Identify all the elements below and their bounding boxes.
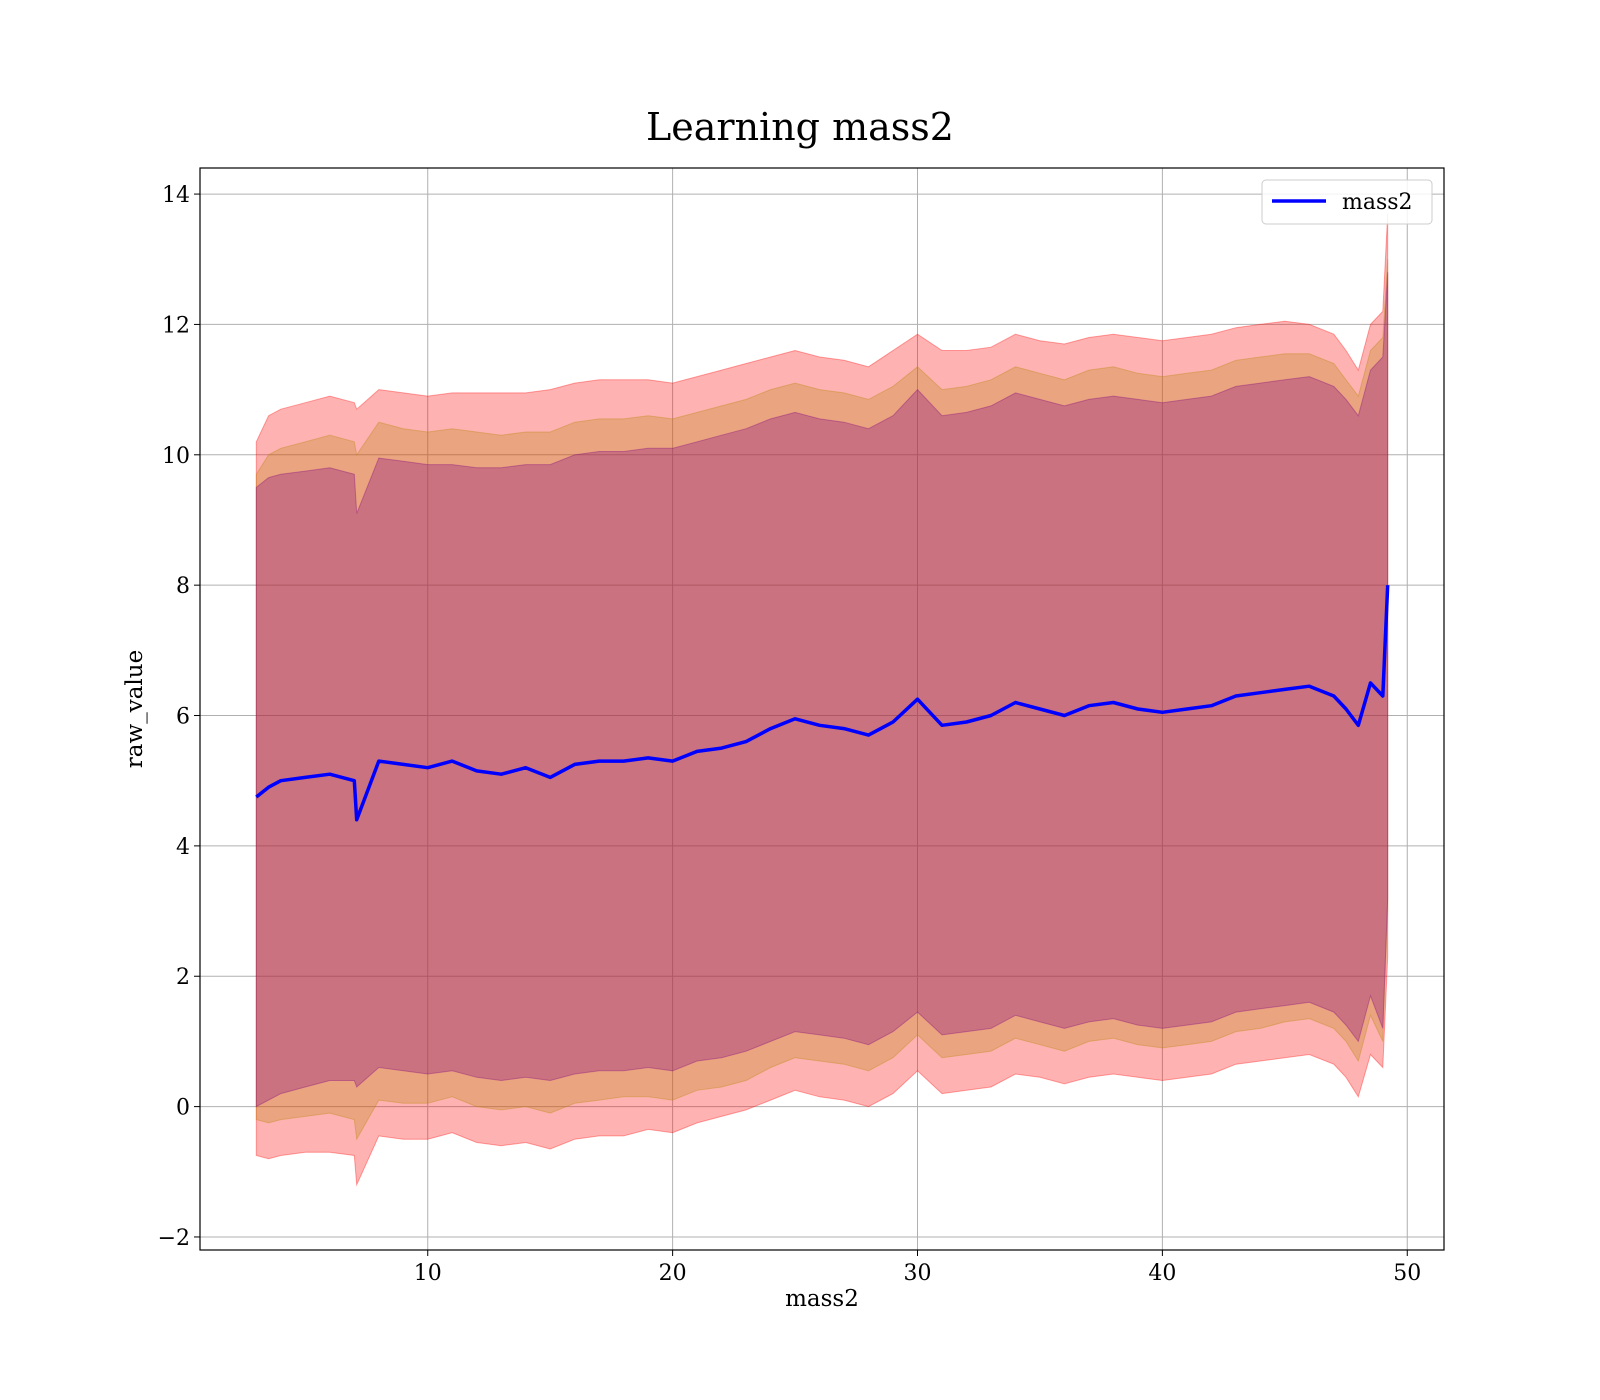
series-line-mass2	[255, 585, 1390, 822]
x-tick-label-30: 30	[904, 1261, 932, 1286]
y-tick-label-0: 0	[176, 1096, 190, 1121]
y-tick-label-10: 10	[162, 444, 190, 469]
series-lines	[255, 585, 1390, 822]
x-tick-label-10: 10	[414, 1261, 442, 1286]
x-tick-label-50: 50	[1393, 1261, 1421, 1286]
legend-label-mass2: mass2	[1342, 190, 1413, 215]
band-outer	[255, 213, 1389, 1187]
legend: mass2	[1261, 179, 1433, 225]
y-tick-label-2: 2	[176, 965, 190, 990]
band-middle	[255, 259, 1389, 1141]
y-axis-ticks: −2 0 2 4 6 8 10 12 14	[158, 183, 200, 1251]
y-tick-label--2: −2	[158, 1226, 190, 1251]
y-tick-label-6: 6	[176, 705, 190, 730]
y-tick-label-8: 8	[176, 574, 190, 599]
plot-frame	[199, 167, 1445, 1251]
x-axis-label: mass2	[785, 1286, 859, 1312]
x-tick-label-40: 40	[1148, 1261, 1176, 1286]
y-axis-label: raw_value	[122, 650, 148, 768]
grid	[200, 168, 1444, 1250]
confidence-bands	[255, 213, 1389, 1187]
y-tick-label-12: 12	[162, 313, 190, 338]
y-tick-label-4: 4	[176, 835, 190, 860]
x-tick-label-20: 20	[659, 1261, 687, 1286]
y-tick-label-14: 14	[162, 183, 190, 208]
band-inner	[255, 272, 1389, 1108]
x-axis-ticks: 10 20 30 40 50	[414, 1250, 1421, 1286]
chart-title: Learning mass2	[646, 105, 954, 149]
legend-box	[1261, 179, 1433, 225]
